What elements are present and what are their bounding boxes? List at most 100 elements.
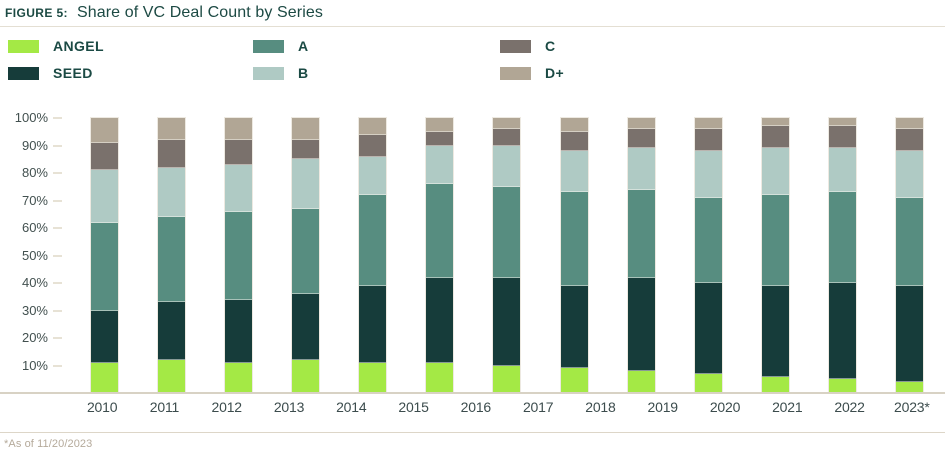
stacked-bar xyxy=(359,118,387,393)
stacked-bar xyxy=(560,118,588,393)
legend-label-angel: ANGEL xyxy=(53,38,104,54)
bar-cell xyxy=(71,118,138,393)
bar-segment-a xyxy=(627,189,655,278)
bar-segment-a xyxy=(292,208,320,294)
bar-segment-c xyxy=(158,140,186,168)
x-axis-year-label: 2011 xyxy=(149,399,180,415)
bar-segment-angel xyxy=(493,365,521,393)
y-axis-tick-mark xyxy=(53,199,62,202)
legend-swatch-b xyxy=(253,66,284,80)
y-axis-tick-mark xyxy=(53,144,62,147)
bar-segment-a xyxy=(225,211,253,300)
figure-number-label: FIGURE 5: xyxy=(5,6,68,20)
bar-segment-dplus xyxy=(493,118,521,129)
y-axis-tick-mark xyxy=(53,117,62,119)
stacked-bar xyxy=(828,118,856,393)
bar-segment-dplus xyxy=(560,118,588,132)
bar-segment-dplus xyxy=(225,118,253,140)
bar-segment-b xyxy=(359,156,387,195)
y-axis-tick-label: 60% xyxy=(21,220,48,235)
stacked-bar xyxy=(158,118,186,393)
x-axis-year-label: 2022 xyxy=(834,399,865,415)
stacked-bar xyxy=(91,118,119,393)
bar-segment-b xyxy=(761,148,789,195)
bar-cell xyxy=(541,118,608,393)
bar-segment-seed xyxy=(225,299,253,363)
bar-segment-dplus xyxy=(158,118,186,140)
header-divider xyxy=(0,26,945,27)
bar-segment-a xyxy=(761,195,789,286)
bar-segment-a xyxy=(91,222,119,311)
legend-swatch-seed xyxy=(8,66,39,80)
x-axis-year-label: 2016 xyxy=(460,399,492,415)
y-axis-tick-mark xyxy=(53,254,62,257)
bar-cell xyxy=(138,118,205,393)
bar-segment-dplus xyxy=(627,118,655,129)
bar-segment-angel xyxy=(426,362,454,393)
legend-label-a: A xyxy=(298,38,309,54)
bar-cell xyxy=(272,118,339,393)
y-axis-tick-label: 10% xyxy=(21,357,48,373)
y-axis-tick-label: 40% xyxy=(21,275,48,290)
x-axis-year-label: 2013 xyxy=(273,399,305,415)
bar-segment-angel xyxy=(627,371,655,393)
y-axis-tick-label: 80% xyxy=(21,165,48,180)
x-axis-year-label: 2018 xyxy=(585,399,616,415)
bar-segment-dplus xyxy=(91,118,119,143)
x-axis-year-label: 2014 xyxy=(336,399,367,415)
x-axis-year-label: 2012 xyxy=(211,399,243,415)
bar-segment-c xyxy=(761,126,789,149)
bar-segment-dplus xyxy=(292,118,320,140)
y-axis-tick-label: 90% xyxy=(21,137,48,153)
bar-segment-c xyxy=(694,129,722,151)
footer-divider xyxy=(0,432,945,433)
bar-segment-a xyxy=(828,192,856,283)
x-axis-year-label: 2021 xyxy=(772,399,803,415)
bar-segment-angel xyxy=(895,382,923,393)
y-axis-tick-mark xyxy=(53,364,62,367)
y-axis-tick-mark xyxy=(53,337,62,339)
legend-label-b: B xyxy=(298,65,309,81)
stacked-bar xyxy=(694,118,722,393)
chart-legend: ANGEL SEED A B C D+ xyxy=(0,38,945,95)
bar-segment-c xyxy=(560,131,588,151)
bar-segment-b xyxy=(694,151,722,198)
figure-title: Share of VC Deal Count by Series xyxy=(76,4,323,21)
bar-segment-seed xyxy=(761,285,789,377)
stacked-bar xyxy=(225,118,253,393)
bar-segment-angel xyxy=(158,360,186,393)
bar-segment-c xyxy=(292,140,320,160)
plot-area xyxy=(71,118,943,393)
bar-segment-seed xyxy=(828,283,856,380)
bar-segment-angel xyxy=(560,368,588,393)
bar-segment-c xyxy=(895,129,923,151)
bar-segment-seed xyxy=(91,310,119,363)
bar-segment-a xyxy=(694,197,722,283)
bar-segment-dplus xyxy=(828,118,856,127)
bar-segment-b xyxy=(627,148,655,190)
bar-segment-seed xyxy=(359,285,387,363)
legend-column: ANGEL SEED xyxy=(8,38,104,81)
bar-segment-angel xyxy=(225,362,253,393)
y-axis-tick-label: 100% xyxy=(14,110,48,125)
bar-segment-b xyxy=(828,148,856,193)
x-axis-year-label: 2015 xyxy=(398,399,429,415)
stacked-bar xyxy=(493,118,521,393)
bar-segment-a xyxy=(895,197,923,286)
bar-segment-seed xyxy=(627,277,655,371)
stacked-bar xyxy=(761,118,789,393)
bar-segment-a xyxy=(493,186,521,278)
bar-segment-c xyxy=(359,134,387,157)
bar-segment-dplus xyxy=(426,118,454,132)
x-axis-year-label: 2010 xyxy=(86,399,118,415)
legend-label-c: C xyxy=(545,38,556,54)
y-axis-tick-mark xyxy=(53,172,62,174)
legend-item-seed: SEED xyxy=(8,65,104,81)
bar-segment-dplus xyxy=(694,118,722,129)
bar-segment-seed xyxy=(895,285,923,382)
x-axis-year-label: 2019 xyxy=(647,399,679,415)
bar-segment-seed xyxy=(426,277,454,363)
bar-cell xyxy=(675,118,742,393)
